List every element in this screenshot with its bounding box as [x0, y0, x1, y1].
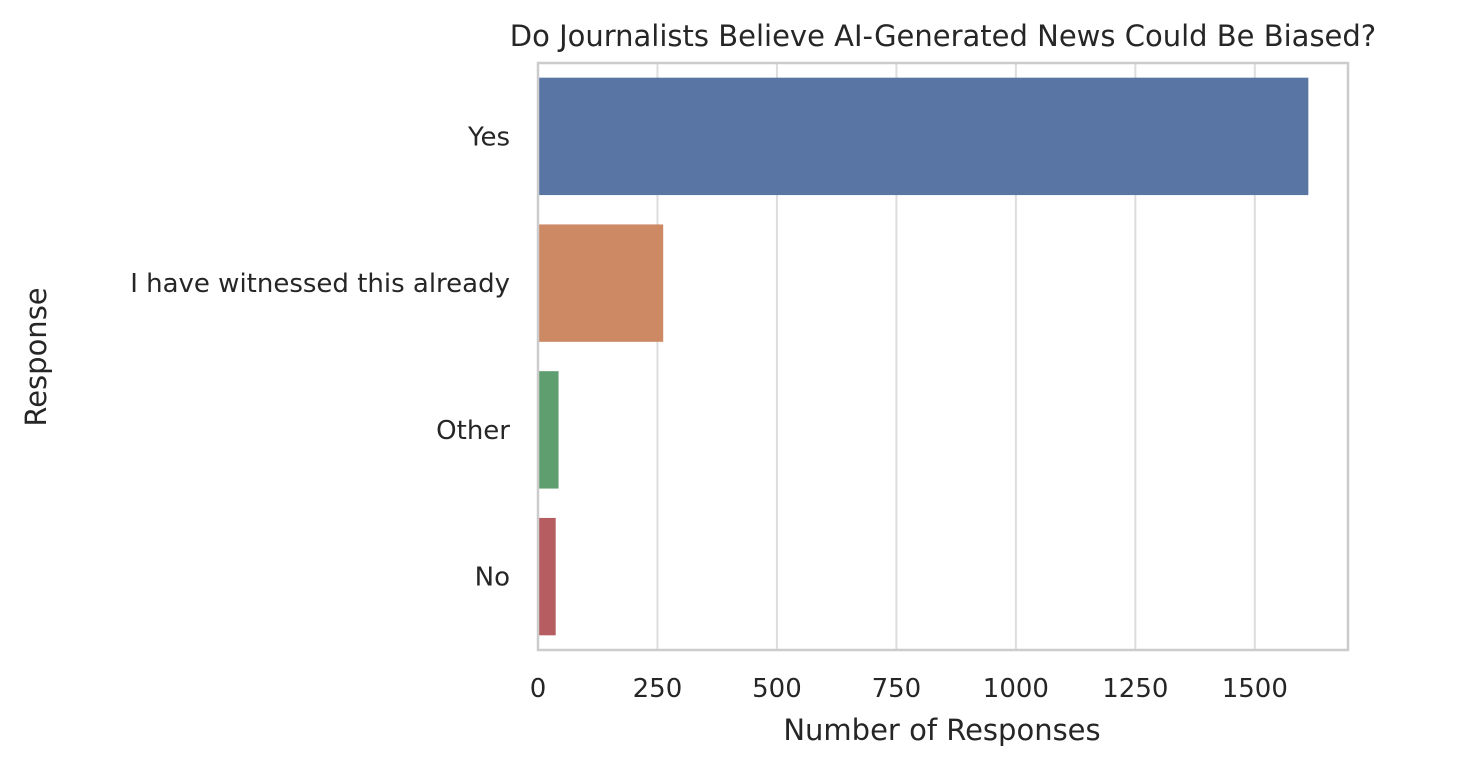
y-tick-label-2: Other — [436, 416, 510, 446]
y-tick-labels: Yes I have witnessed this already Other No — [130, 122, 510, 592]
x-tick-labels: 0 250 500 750 1000 1250 1500 — [530, 674, 1288, 704]
bar-no — [538, 517, 556, 636]
x-axis-label: Number of Responses — [783, 713, 1100, 747]
bar-yes — [538, 77, 1309, 196]
x-tick-label-0: 0 — [530, 674, 547, 704]
y-tick-label-1: I have witnessed this already — [130, 269, 510, 299]
axes-frame — [536, 61, 1350, 652]
x-tick-label-2: 500 — [752, 674, 802, 704]
x-tick-label-6: 1500 — [1222, 674, 1288, 704]
x-tick-label-4: 1000 — [983, 674, 1049, 704]
bar-other — [538, 371, 559, 489]
x-tick-label-1: 250 — [633, 674, 683, 704]
plot-frame — [536, 61, 1350, 652]
y-tick-label-3: No — [475, 563, 510, 593]
bars — [538, 77, 1309, 636]
y-axis-label: Response — [19, 287, 53, 426]
chart-title: Do Journalists Believe AI-Generated News… — [510, 19, 1376, 53]
x-tick-label-5: 1250 — [1102, 674, 1168, 704]
y-tick-label-0: Yes — [467, 122, 510, 152]
x-tick-label-3: 750 — [872, 674, 922, 704]
bar-i-have-witnessed-this-already — [538, 224, 664, 342]
